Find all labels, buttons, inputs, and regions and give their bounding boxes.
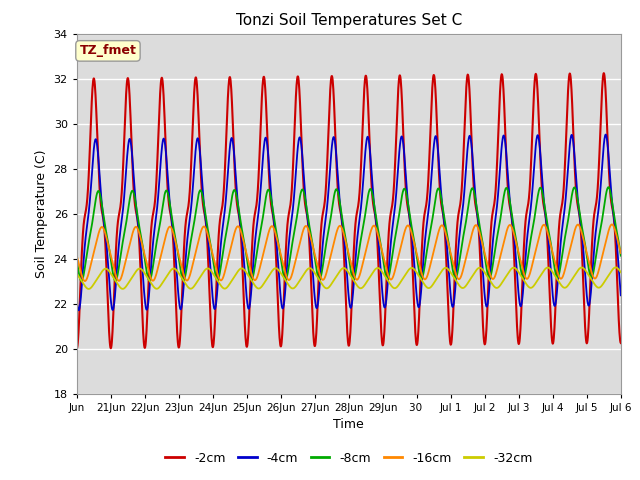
-8cm [351, 271, 359, 276]
X-axis label: Time: Time [333, 418, 364, 431]
-16cm [81, 278, 89, 284]
-4cm [448, 303, 456, 309]
-16cm [83, 275, 91, 280]
Line: -16cm: -16cm [77, 225, 621, 281]
-16cm [608, 222, 616, 228]
-32cm [83, 286, 91, 291]
-16cm [448, 256, 456, 262]
-2cm [83, 199, 91, 205]
Line: -32cm: -32cm [77, 267, 621, 289]
-4cm [171, 240, 179, 246]
-8cm [77, 278, 85, 284]
-8cm [617, 253, 625, 259]
-4cm [83, 221, 91, 227]
-4cm [582, 285, 590, 290]
-2cm [351, 225, 359, 231]
Legend: -2cm, -4cm, -8cm, -16cm, -32cm: -2cm, -4cm, -8cm, -16cm, -32cm [160, 447, 538, 469]
-4cm [351, 257, 359, 263]
-32cm [319, 283, 327, 288]
-2cm [600, 70, 607, 76]
-2cm [617, 340, 625, 346]
-2cm [582, 334, 589, 340]
Line: -8cm: -8cm [77, 187, 621, 281]
-32cm [171, 266, 179, 272]
-32cm [582, 268, 590, 274]
-4cm [617, 292, 625, 298]
-4cm [75, 307, 83, 313]
-8cm [319, 261, 327, 267]
-32cm [85, 286, 93, 292]
-4cm [602, 132, 610, 137]
-16cm [351, 276, 359, 281]
-4cm [73, 297, 81, 303]
Line: -2cm: -2cm [77, 73, 621, 348]
Line: -4cm: -4cm [77, 134, 621, 310]
-8cm [83, 248, 91, 253]
-8cm [448, 263, 456, 268]
Title: Tonzi Soil Temperatures Set C: Tonzi Soil Temperatures Set C [236, 13, 462, 28]
-8cm [171, 230, 179, 236]
-32cm [612, 264, 620, 270]
Y-axis label: Soil Temperature (C): Soil Temperature (C) [35, 149, 48, 278]
-32cm [448, 272, 456, 277]
-8cm [582, 248, 590, 254]
-8cm [605, 184, 612, 190]
-32cm [73, 271, 81, 276]
-32cm [617, 269, 625, 275]
-16cm [319, 277, 327, 283]
Text: TZ_fmet: TZ_fmet [79, 44, 136, 58]
-2cm [319, 211, 326, 216]
-2cm [448, 337, 456, 343]
-2cm [73, 346, 81, 351]
-4cm [319, 238, 327, 243]
-32cm [351, 280, 359, 286]
-16cm [617, 250, 625, 256]
-16cm [582, 247, 590, 253]
-16cm [73, 253, 81, 259]
-2cm [170, 256, 178, 262]
-8cm [73, 257, 81, 263]
-16cm [171, 235, 179, 240]
